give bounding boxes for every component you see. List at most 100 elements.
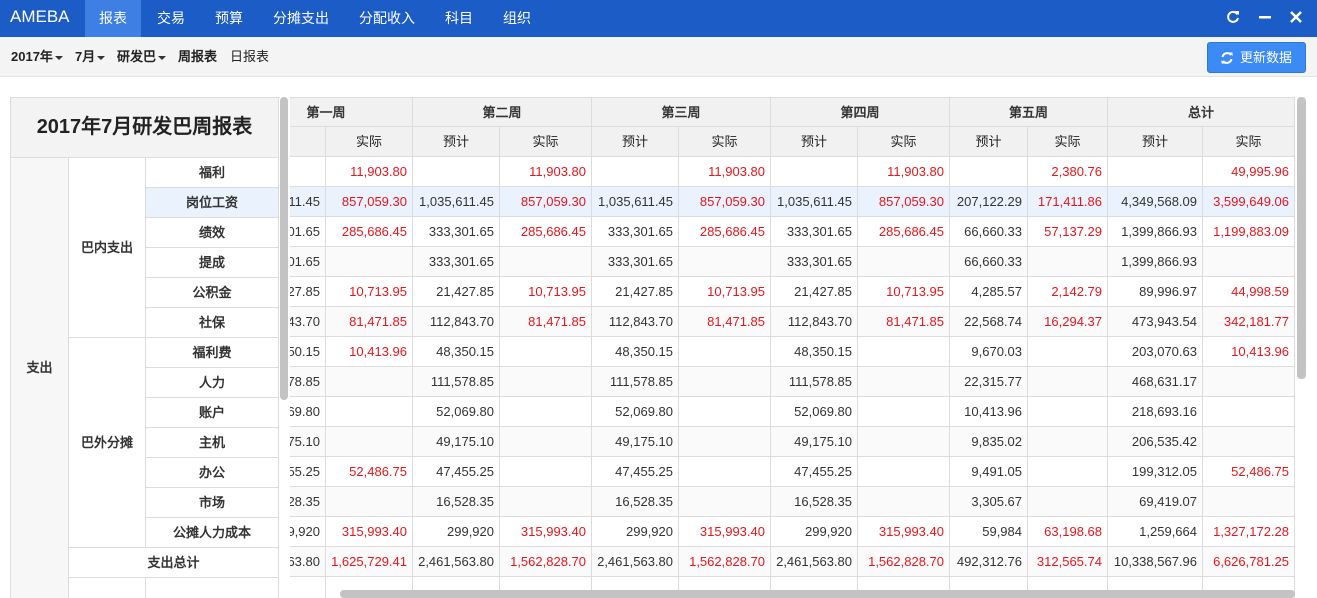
data-cell: 1,562,828.70 [500,547,592,577]
data-cell [592,157,679,187]
data-cell: 171,411.86 [1028,187,1108,217]
nav-item[interactable]: 报表 [85,0,141,37]
data-cell: 78.85 [290,367,326,397]
data-cell [413,157,500,187]
data-cell: 1,259,664 [1108,517,1203,547]
data-cell: 299,920 [771,517,858,547]
data-cell [326,487,413,517]
data-cell: 333,301.65 [771,217,858,247]
partial-row [592,577,679,598]
data-cell [500,247,592,277]
data-cell: 57,137.29 [1028,217,1108,247]
data-cell: 112,843.70 [592,307,679,337]
brand[interactable]: AMEBA [10,7,70,26]
column-header: 实际 [679,127,771,157]
data-cell [858,457,950,487]
nav-item[interactable]: 预算 [215,10,243,26]
data-cell: 203,070.63 [1108,337,1203,367]
filter-label: 7月 [75,49,96,64]
row-label: 主机 [146,428,279,458]
caret [158,55,167,60]
data-cell [1028,427,1108,457]
data-cell [500,457,592,487]
data-cell [858,247,950,277]
data-cell: 2,461,563.80 [413,547,500,577]
row-label: 人力 [146,368,279,398]
partial-row [1108,577,1203,598]
data-cell: 22,315.77 [950,367,1028,397]
data-cell [1028,247,1108,277]
button-label: 更新数据 [1240,50,1293,65]
data-cell: 48,350.15 [771,337,858,367]
data-cell: 111,578.85 [771,367,858,397]
data-cell [679,367,771,397]
data-cell: 11,903.80 [679,157,771,187]
data-cell: 1,562,828.70 [858,547,950,577]
row-label: 岗位工资 [146,188,279,218]
data-cell: 492,312.76 [950,547,1028,577]
report-tab[interactable]: 日报表 [230,49,270,64]
section-label: 支出 [11,158,69,598]
report-tab[interactable]: 周报表 [178,49,218,64]
data-cell: 112,843.70 [771,307,858,337]
filter-dropdown[interactable]: 研发巴 [117,37,167,77]
data-cell: 1,035,611.45 [771,187,858,217]
nav-item[interactable]: 分配收入 [359,10,415,26]
vertical-scrollbar[interactable] [1297,97,1306,379]
data-cell: 857,059.30 [858,187,950,217]
week-header: 第五周 [950,97,1108,127]
data-cell [1028,457,1108,487]
row-label: 福利 [146,158,279,188]
sync-icon [1221,52,1233,64]
data-cell: 52,069.80 [413,397,500,427]
toolbar: 更新数据 2017年 7月 研发巴 周报表 日报表 [0,37,1317,77]
data-cell: 63.80 [290,547,326,577]
data-cell: 315,993.40 [500,517,592,547]
data-cell [1028,337,1108,367]
filter-label: 2017年 [11,49,53,64]
data-cell: 81,471.85 [679,307,771,337]
data-cell: 44,998.59 [1203,277,1295,307]
filter-dropdown[interactable]: 7月 [75,37,106,77]
data-cell: 16,294.37 [1028,307,1108,337]
update-button[interactable]: 更新数据 [1207,42,1306,73]
nav-item[interactable]: 组织 [503,10,531,26]
nav-item[interactable]: 分摊支出 [273,10,329,26]
row-label: 提成 [146,248,279,278]
left-scrollbar[interactable] [280,97,288,400]
data-cell: 10,713.95 [858,277,950,307]
minimize-icon[interactable] [1258,10,1272,24]
row-label: 办公 [146,458,279,488]
data-cell: 1,625,729.41 [326,547,413,577]
data-cell: 27.85 [290,277,326,307]
data-cell: 468,631.17 [1108,367,1203,397]
data-cell [500,427,592,457]
data-cell: 11,903.80 [500,157,592,187]
data-cell: 49,175.10 [413,427,500,457]
data-cell [326,367,413,397]
data-cell: 1,035,611.45 [413,187,500,217]
total-label: 支出总计 [69,548,279,578]
data-cell: 315,993.40 [679,517,771,547]
data-cell: 2,380.76 [1028,157,1108,187]
data-cell: 66,660.33 [950,247,1028,277]
data-cell: 299,920 [592,517,679,547]
data-cell [858,337,950,367]
data-cell [679,487,771,517]
column-header: 实际 [326,127,413,157]
nav-item[interactable]: 交易 [157,10,185,26]
data-cell: 285,686.45 [326,217,413,247]
table-title: 2017年7月研发巴周报表 [11,98,279,158]
data-cell: 333,301.65 [592,217,679,247]
nav-item[interactable]: 科目 [445,10,473,26]
horizontal-scrollbar[interactable] [340,590,1295,598]
data-cell: 206,535.42 [1108,427,1203,457]
data-cell: 81,471.85 [326,307,413,337]
partial-row [69,578,146,598]
data-cell: 21,427.85 [413,277,500,307]
column-header: 实际 [1028,127,1108,157]
refresh-icon[interactable] [1226,10,1240,24]
close-icon[interactable] [1289,10,1303,24]
data-cell: 10,713.95 [500,277,592,307]
filter-dropdown[interactable]: 2017年 [11,37,63,77]
